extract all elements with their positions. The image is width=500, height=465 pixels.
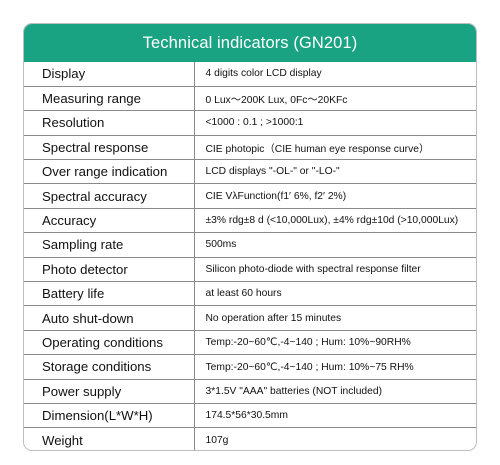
spec-title: Technical indicators (GN201) [24,24,476,62]
spec-value: Silicon photo-diode with spectral respon… [194,257,476,283]
spec-value: 3*1.5V "AAA" batteries (NOT included) [194,379,476,404]
spec-value: 174.5*56*30.5mm [194,403,476,429]
spec-label: Spectral response [24,135,195,161]
spec-row: Measuring range 0 Lux～200K Lux, 0Fc～20KFc [24,86,476,112]
spec-row: Resolution <1000 : 0.1 ; >1000:1 [24,110,476,136]
spec-value: 0 Lux～200K Lux, 0Fc～20KFc [194,86,476,112]
spec-label: Photo detector [24,257,195,283]
spec-value: 500ms [194,232,476,258]
spec-label: Sampling rate [24,232,195,258]
spec-label: Operating conditions [24,330,195,356]
spec-label: Measuring range [24,86,195,112]
spec-label: Dimension(L*W*H) [24,403,195,429]
spec-row: Sampling rate 500ms [24,232,476,258]
spec-value: <1000 : 0.1 ; >1000:1 [194,110,476,136]
spec-row: Dimension(L*W*H) 174.5*56*30.5mm [24,403,476,429]
spec-row: Weight 107g [24,427,476,450]
spec-row: Spectral response CIE photopic（CIE human … [24,135,476,161]
spec-label: Battery life [24,281,195,307]
spec-label: Over range indication [24,159,195,185]
spec-row: Photo detector Silicon photo-diode with s… [24,257,476,283]
spec-row: Power supply 3*1.5V "AAA" batteries (NOT … [24,379,476,404]
spec-table-body: Display 4 digits color LCD display Measuri… [24,62,476,450]
spec-row: Storage conditions Temp:-20~60℃,-4~140 ; … [24,354,476,380]
spec-row: Display 4 digits color LCD display [24,62,476,87]
spec-value: No operation after 15 minutes [194,305,476,331]
spec-row: Spectral accuracy CIE VλFunction(f1′ 6%, … [24,183,476,209]
spec-label: Auto shut-down [24,305,195,331]
spec-value: CIE photopic（CIE human eye response curv… [194,135,476,161]
spec-label: Weight [24,427,195,450]
spec-label: Resolution [24,110,195,136]
spec-value: CIE VλFunction(f1′ 6%, f2′ 2%) [194,183,476,209]
spec-row: Auto shut-down No operation after 15 minu… [24,305,476,331]
spec-value: at least 60 hours [194,281,476,307]
spec-value: ±3% rdg±8 d (<10,000Lux), ±4% rdg±10d (>… [194,208,476,234]
spec-table: Display 4 digits color LCD display Measuri… [24,62,476,450]
spec-label: Display [24,62,195,87]
spec-row: Operating conditions Temp:-20~60℃,-4~140 … [24,330,476,356]
spec-value: 107g [205,434,229,446]
spec-row: Accuracy ±3% rdg±8 d (<10,000Lux), ±4% rd… [24,208,476,234]
spec-value: LCD displays "-OL-" or "-LO-" [194,159,476,185]
spec-row: Over range indication LCD displays "-OL-"… [24,159,476,185]
spec-label: Storage conditions [24,354,195,380]
spec-value: 4 digits color LCD display [194,62,476,87]
spec-label: Power supply [24,379,195,404]
spec-value: Temp:-20~60℃,-4~140 ; Hum: 10%~75 RH% [194,354,476,380]
spec-label: Accuracy [24,208,195,234]
spec-label: Spectral accuracy [24,183,195,209]
spec-card: Technical indicators (GN201) Display 4 di… [23,23,477,451]
spec-row: Battery life at least 60 hours [24,281,476,307]
spec-value: Temp:-20~60℃,-4~140 ; Hum: 10%~90RH% [194,330,476,356]
